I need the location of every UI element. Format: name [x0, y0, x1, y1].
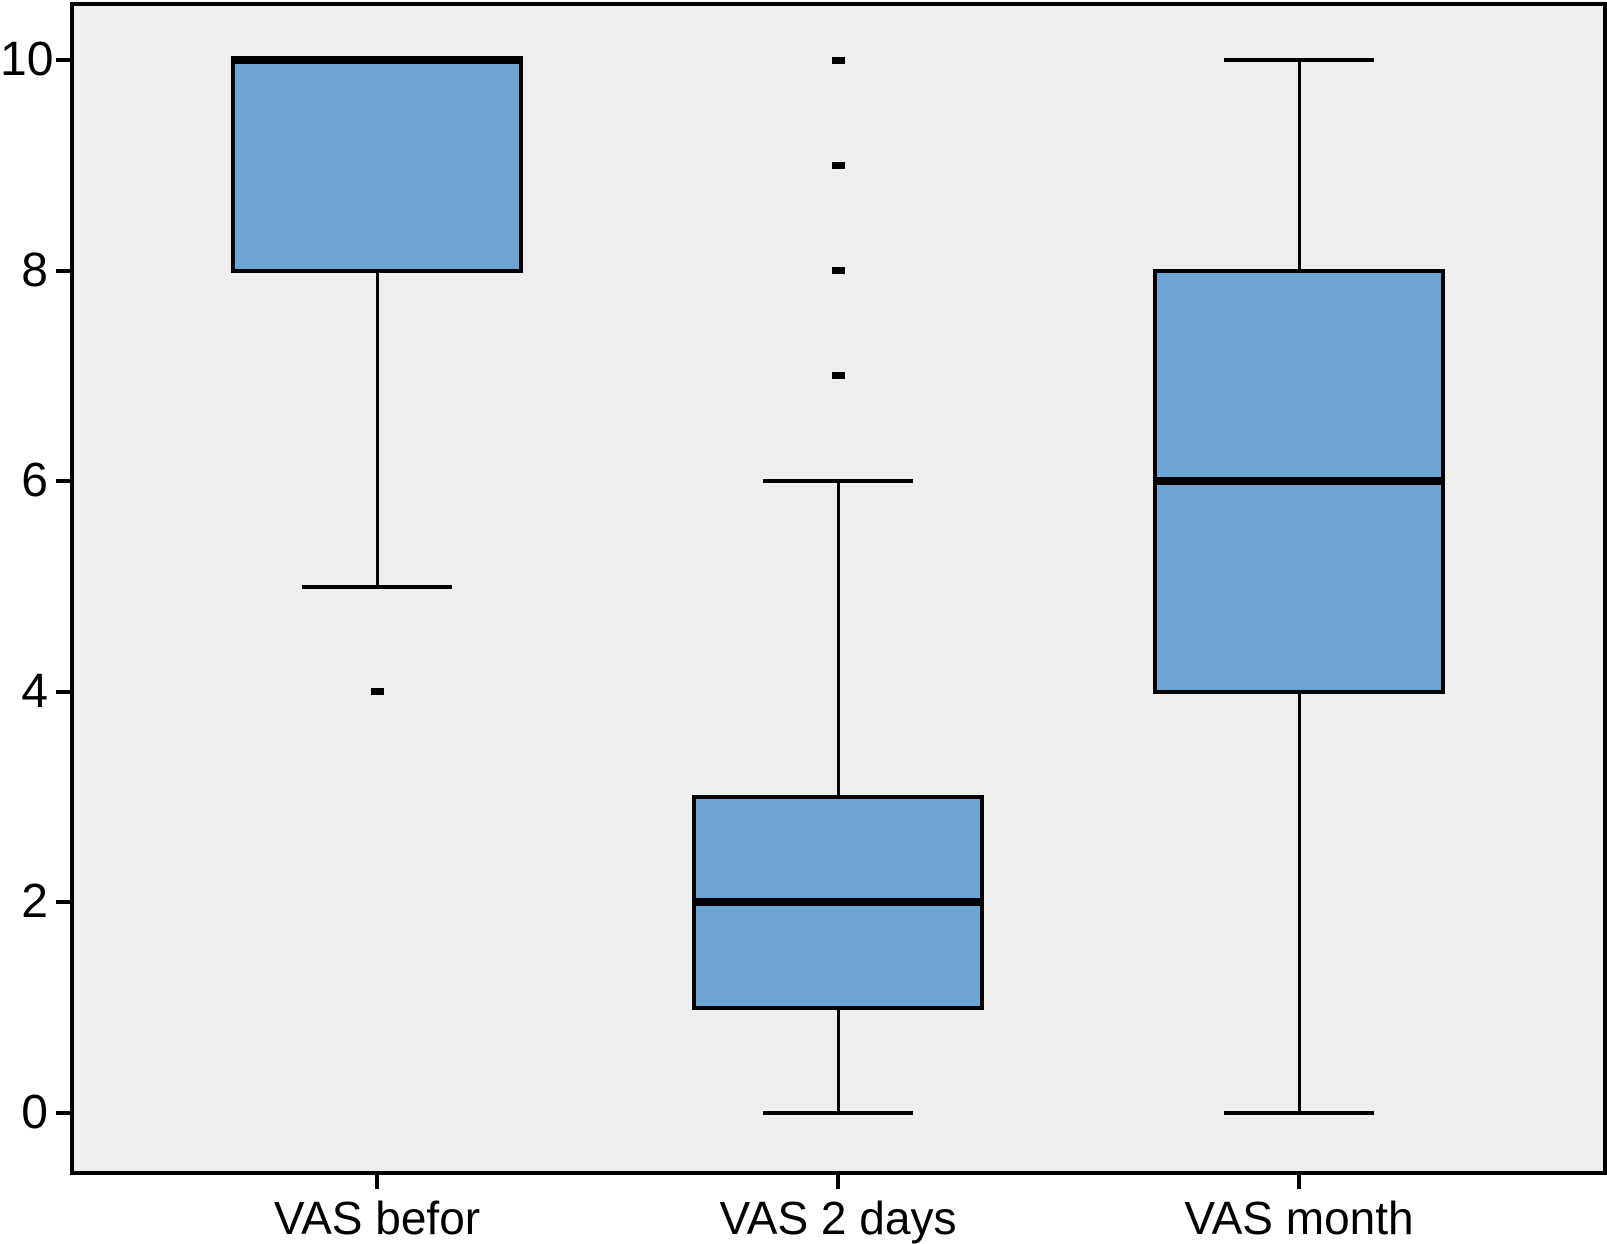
- y-axis-tick: [56, 269, 70, 273]
- y-axis-tick: [56, 900, 70, 904]
- box-1-iqr: [231, 58, 523, 273]
- x-axis-category-label: VAS befor: [273, 1192, 481, 1244]
- x-axis-tick: [1297, 1175, 1301, 1189]
- whisker-lower-line: [837, 1008, 840, 1113]
- y-axis-tick-label: 0: [21, 1086, 48, 1139]
- box-2-median-line: [692, 898, 984, 906]
- y-axis-tick: [56, 1111, 70, 1115]
- whisker-lower-cap: [763, 1111, 913, 1115]
- y-axis-tick: [56, 58, 70, 62]
- whisker-upper-cap: [1224, 58, 1374, 62]
- whisker-lower-cap: [1224, 1111, 1374, 1115]
- whisker-upper-line: [837, 481, 840, 797]
- x-axis-category-label: VAS month: [1184, 1192, 1414, 1244]
- x-axis-tick: [836, 1175, 840, 1189]
- whisker-lower-cap: [302, 585, 452, 589]
- box-1-median-line: [231, 56, 523, 64]
- y-axis-tick-label: 8: [21, 244, 48, 297]
- box-3-median-line: [1153, 477, 1445, 485]
- x-axis-tick: [375, 1175, 379, 1189]
- whisker-upper-line: [1298, 60, 1301, 271]
- y-axis-tick-label: 10: [0, 33, 54, 86]
- whisker-lower-line: [1298, 692, 1301, 1113]
- x-axis-category-label: VAS 2 days: [719, 1192, 957, 1244]
- y-axis-tick-label: 6: [21, 454, 48, 507]
- y-axis-tick: [56, 690, 70, 694]
- outlier-point: [371, 688, 384, 695]
- y-axis-tick: [56, 479, 70, 483]
- outlier-point: [832, 267, 845, 274]
- outlier-point: [832, 57, 845, 64]
- whisker-lower-line: [376, 271, 379, 587]
- whisker-upper-cap: [763, 479, 913, 483]
- outlier-point: [832, 372, 845, 379]
- y-axis-tick-label: 4: [21, 665, 48, 718]
- outlier-point: [832, 162, 845, 169]
- y-axis-tick-label: 2: [21, 875, 48, 928]
